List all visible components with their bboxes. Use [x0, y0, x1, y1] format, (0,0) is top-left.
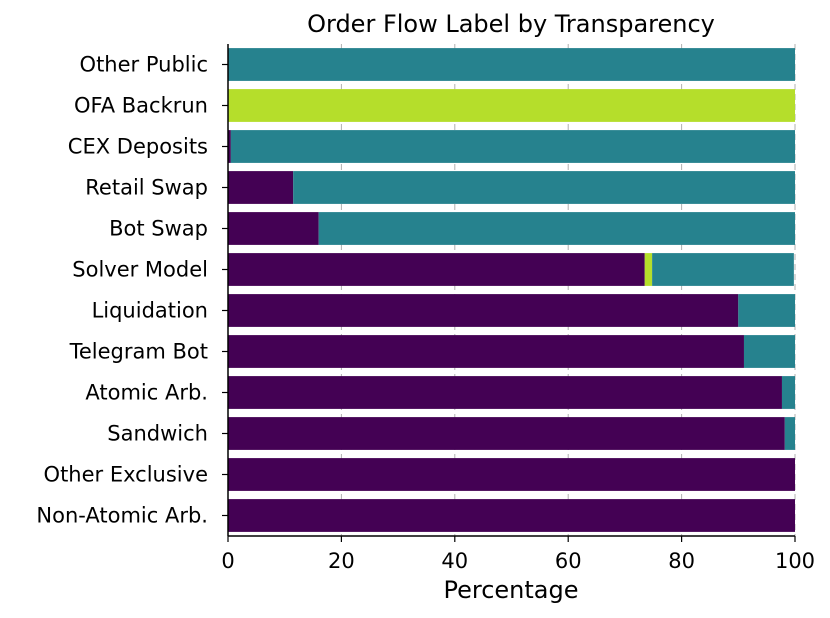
category-label: Retail Swap: [85, 176, 208, 200]
category-label: CEX Deposits: [68, 135, 208, 159]
category-label: Sandwich: [107, 422, 208, 446]
chart-title: Order Flow Label by Transparency: [307, 10, 715, 38]
category-label: Liquidation: [92, 299, 208, 323]
bar-segment: [228, 212, 319, 245]
category-label: Atomic Arb.: [85, 381, 208, 405]
bar-segment: [228, 294, 739, 327]
x-tick-label: 100: [775, 549, 815, 573]
bar-segment: [644, 253, 653, 286]
x-tick-label: 20: [328, 549, 355, 573]
category-labels: Other Public OFA Backrun CEX Deposits Retai…: [36, 53, 228, 528]
bar-segment: [228, 458, 795, 491]
bar-segment: [743, 335, 795, 368]
bar-segment: [228, 171, 294, 204]
bar-segment: [230, 130, 795, 163]
category-label: Non-Atomic Arb.: [36, 504, 208, 528]
category-label: Other Exclusive: [44, 463, 208, 487]
bar-segment: [318, 212, 795, 245]
category-label: Telegram Bot: [69, 340, 208, 364]
x-tick-label: 80: [668, 549, 695, 573]
category-label: Bot Swap: [109, 217, 208, 241]
bar-segment: [228, 253, 645, 286]
bar-segment: [738, 294, 795, 327]
grid-lines: [340, 44, 796, 536]
category-label: Other Public: [80, 53, 208, 77]
bar-segment: [293, 171, 795, 204]
bars: [228, 48, 795, 532]
x-tick-label: 60: [555, 549, 582, 573]
bar-segment: [781, 376, 795, 409]
bar-segment: [784, 417, 795, 450]
x-tick-labels: 0 20 40 60 80 100: [221, 536, 815, 573]
x-tick-label: 40: [441, 549, 468, 573]
bar-segment: [228, 89, 795, 122]
bar-segment: [228, 48, 795, 81]
bar-segment: [228, 417, 785, 450]
category-label: OFA Backrun: [74, 94, 208, 118]
bar-segment: [228, 499, 795, 532]
category-label: Solver Model: [72, 258, 208, 282]
x-axis-title: Percentage: [443, 576, 578, 604]
x-tick-label: 0: [221, 549, 234, 573]
bar-segment: [228, 130, 231, 163]
bar-segment: [228, 376, 782, 409]
bar-segment: [228, 335, 744, 368]
bar-segment: [652, 253, 794, 286]
